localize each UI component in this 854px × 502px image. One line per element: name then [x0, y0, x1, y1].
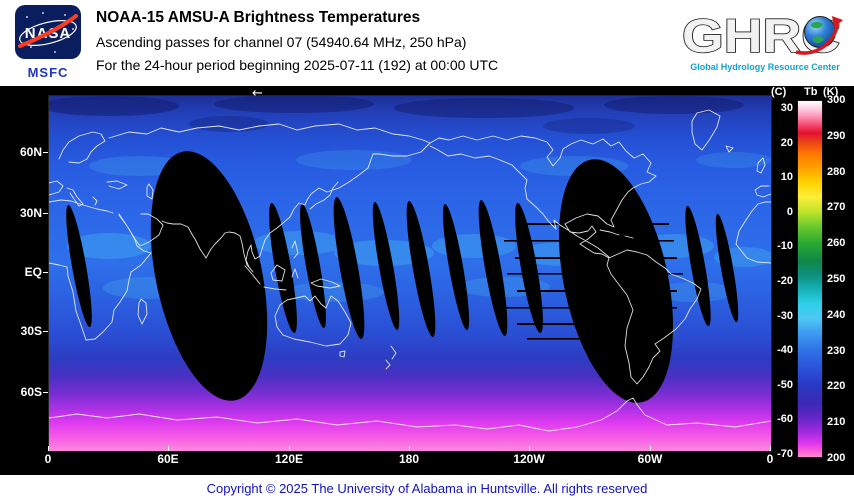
kelvin-tick-label: 210 [827, 416, 846, 429]
celsius-tick-label: -50 [777, 378, 793, 391]
lon-tick-label: 0 [766, 452, 774, 466]
red-arrow-head-icon [832, 16, 843, 28]
subtitle-period: For the 24-hour period beginning 2025-07… [96, 57, 499, 73]
cursor-arrow-icon: ← [252, 86, 263, 101]
page-title: NOAA-15 AMSU-A Brightness Temperatures [96, 9, 421, 26]
globe-land [811, 21, 823, 29]
lat-tick-mark [43, 213, 48, 214]
nasa-meatball-icon: NASA [15, 5, 81, 59]
celsius-tick-label: -70 [777, 448, 793, 460]
coast-oceania [244, 240, 397, 370]
lat-tick-mark [43, 152, 48, 153]
lon-tick-mark [48, 446, 49, 451]
colorbar-tb-label: Tb [804, 86, 818, 98]
kelvin-tick-label: 270 [827, 201, 846, 214]
coastlines [48, 109, 772, 432]
lat-tick-mark [43, 331, 48, 332]
lon-tick-label: 60W [637, 452, 663, 466]
title-block: NOAA-15 AMSU-A Brightness Temperatures A… [96, 9, 498, 73]
lon-tick-mark [168, 446, 169, 451]
ghrc-logo: GHRC Global Hydrology Resource Center [680, 2, 850, 87]
celsius-tick-label: 30 [780, 102, 793, 114]
lat-tick-mark [43, 272, 48, 273]
footer: Copyright © 2025 The University of Alaba… [0, 475, 854, 502]
coast-greenland [691, 109, 734, 153]
map-panel: ← (C) Tb (K) 60N 30N EQ 30S 60S 0 60E 120E 180 12… [0, 86, 854, 475]
celsius-tick-label: -20 [777, 275, 793, 287]
lon-tick-mark [409, 446, 410, 451]
cold-patches [39, 95, 744, 134]
ghrc-logo-icon: GHRC Global Hydrology Resource Center [681, 8, 843, 72]
nasa-logo: NASA MSFC [12, 5, 84, 80]
coast-africa [48, 157, 772, 341]
subtitle-channel: Ascending passes for channel 07 (54940.6… [96, 34, 467, 50]
lat-tick-label: 60N [19, 145, 42, 159]
lon-tick-mark [529, 446, 530, 451]
globe-land [812, 36, 824, 43]
celsius-tick-label: 0 [786, 205, 793, 218]
lon-tick-mark [650, 446, 651, 451]
lon-tick-mark [289, 446, 290, 451]
kelvin-tick-label: 240 [827, 308, 846, 321]
globe-icon [804, 16, 836, 48]
kelvin-tick-label: 260 [827, 237, 846, 250]
lat-tick-label: EQ [24, 265, 42, 279]
nasa-swoosh-icon [18, 14, 78, 48]
celsius-tick-label: -40 [777, 344, 793, 357]
lon-tick-mark [770, 446, 771, 451]
data-swaths [66, 151, 739, 403]
map-plot [39, 95, 774, 451]
celsius-tick-label: -30 [777, 309, 793, 322]
lon-tick-label: 120W [513, 452, 545, 466]
kelvin-tick-label: 300 [827, 94, 846, 106]
colorbar-gradient [797, 100, 823, 458]
kelvin-tick-label: 280 [827, 165, 846, 178]
lat-tick-label: 30S [20, 324, 42, 338]
celsius-tick-label: 10 [780, 171, 793, 184]
lat-tick-mark [43, 392, 48, 393]
ghrc-tagline: Global Hydrology Resource Center [690, 62, 840, 72]
header: NASA MSFC NOAA-15 AMSU-A Brightness Temp… [0, 0, 854, 86]
kelvin-tick-label: 220 [827, 380, 846, 393]
kelvin-tick-label: 200 [827, 452, 846, 464]
celsius-tick-label: -60 [777, 413, 793, 426]
lat-tick-label: 30N [19, 206, 42, 220]
msfc-label: MSFC [27, 65, 69, 80]
celsius-tick-label: -10 [777, 240, 793, 253]
lon-tick-label: 60E [157, 452, 179, 466]
lat-tick-label: 60S [20, 385, 42, 399]
coast-asia [108, 123, 431, 273]
lon-tick-label: 120E [274, 452, 304, 466]
colorbar-kelvin-header: (K) [823, 86, 839, 98]
lon-tick-label: 0 [44, 452, 52, 466]
coast-americas [429, 135, 702, 385]
lon-tick-label: 180 [398, 452, 420, 466]
kelvin-tick-label: 230 [827, 344, 846, 357]
red-arrow-icon [795, 23, 840, 55]
orbit-ellipse [19, 20, 77, 46]
coast-europe [48, 131, 154, 214]
colorbar-celsius-header: (C) [771, 86, 787, 98]
copyright-text: Copyright © 2025 The University of Alaba… [206, 481, 648, 496]
kelvin-tick-label: 290 [827, 129, 846, 142]
coast-antarctica [48, 397, 772, 432]
celsius-tick-label: 20 [780, 136, 793, 149]
brightness-temperature-map [39, 95, 774, 452]
kelvin-tick-label: 250 [827, 273, 846, 285]
